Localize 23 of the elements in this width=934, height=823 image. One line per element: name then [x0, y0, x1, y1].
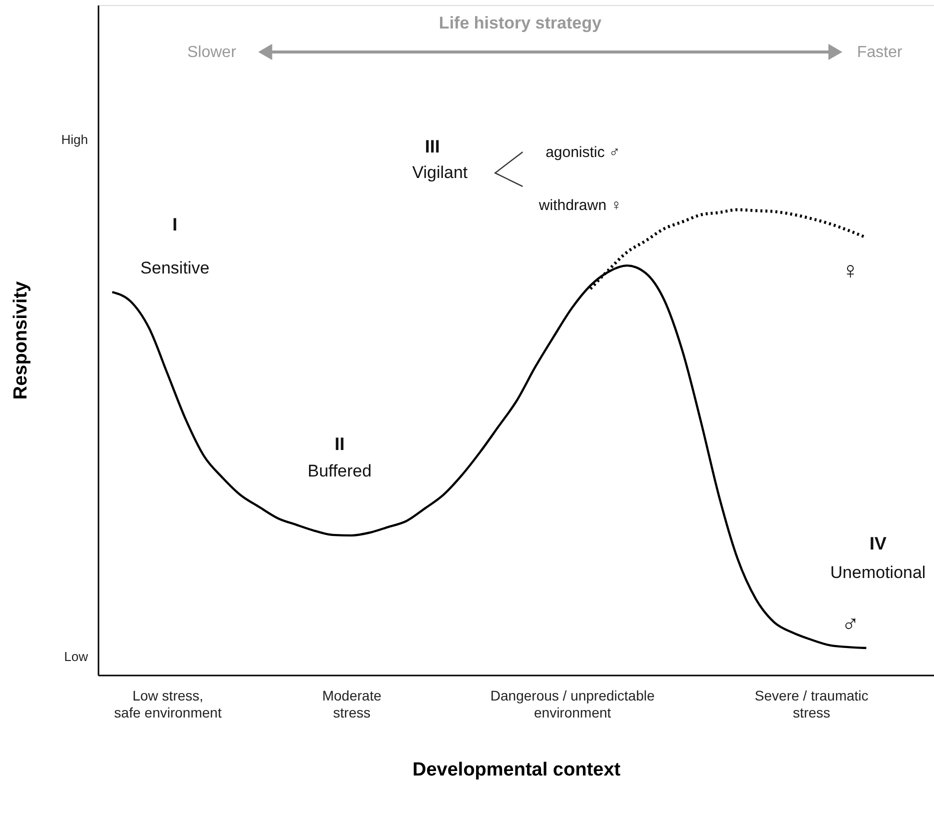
x-tick-label: Dangerous / unpredictable environment — [490, 688, 655, 720]
annotation: Unemotional — [830, 563, 926, 582]
annotation: II — [334, 434, 345, 454]
y-axis-title: Responsivity — [10, 280, 32, 400]
annotation: IV — [869, 534, 886, 554]
text: agonistic ♂ — [546, 144, 620, 162]
chart-title: Life history strategy — [438, 14, 602, 33]
text: High — [61, 132, 88, 147]
text: Vigilant — [412, 162, 468, 182]
text: Low — [64, 648, 89, 664]
text: Slower — [187, 44, 237, 61]
text: III — [424, 136, 440, 156]
x-tick-label: Severe / traumatic stress — [754, 688, 868, 720]
x-axis-title: Developmental context — [412, 760, 622, 780]
annotation: ♂ — [841, 610, 860, 638]
x-tick-label: Low stress, safe environment — [114, 688, 222, 720]
annotation: Sensitive — [140, 258, 210, 278]
text: Faster — [856, 44, 904, 61]
annotation: ♀ — [841, 258, 860, 285]
annotation: Buffered — [308, 462, 372, 481]
annotation: withdrawn ♀ — [538, 197, 622, 214]
x-tick-label: Moderate stress — [322, 688, 382, 720]
annotation: I — [172, 214, 178, 235]
